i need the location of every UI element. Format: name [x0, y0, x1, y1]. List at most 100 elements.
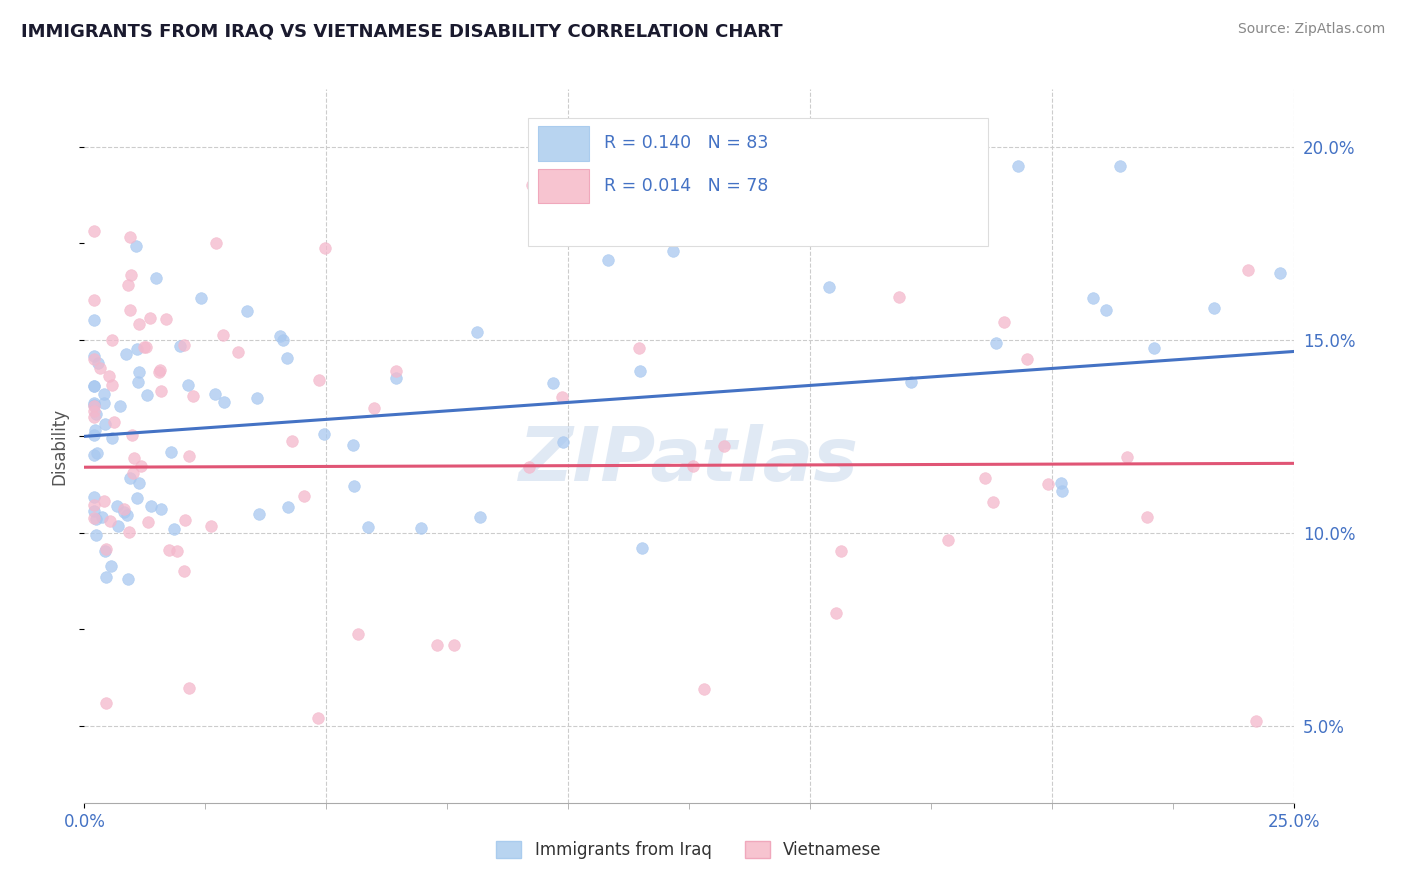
Point: [105, 499, 128, 513]
Point: [83, 379, 105, 393]
Y-axis label: Disability: Disability: [51, 408, 69, 484]
FancyBboxPatch shape: [529, 118, 987, 246]
Point: [281, 434, 304, 449]
Point: [693, 681, 716, 696]
Point: [96, 696, 118, 710]
Point: [127, 376, 149, 390]
Point: [121, 427, 143, 442]
Point: [89, 360, 111, 375]
Point: [465, 326, 488, 340]
Point: [160, 445, 183, 459]
Point: [83, 224, 105, 238]
Point: [226, 344, 249, 359]
Point: [409, 520, 432, 534]
Point: [122, 451, 145, 466]
Point: [308, 711, 330, 725]
Point: [173, 564, 195, 578]
Point: [93, 387, 115, 401]
Point: [108, 399, 131, 413]
Point: [938, 533, 960, 548]
Point: [86, 446, 108, 460]
Point: [149, 363, 172, 377]
Point: [136, 515, 159, 529]
Point: [162, 522, 184, 536]
Point: [157, 542, 180, 557]
Point: [94, 570, 117, 584]
Point: [141, 500, 163, 514]
Point: [830, 544, 852, 558]
Point: [127, 491, 149, 505]
Point: [308, 373, 330, 387]
Point: [83, 410, 105, 425]
Point: [1050, 484, 1073, 499]
Point: [84, 528, 107, 542]
Point: [93, 396, 115, 410]
FancyBboxPatch shape: [538, 169, 589, 203]
Point: [83, 510, 105, 524]
Point: [145, 271, 167, 285]
Point: [543, 376, 565, 390]
Point: [190, 291, 212, 305]
Point: [155, 311, 177, 326]
Point: [83, 293, 105, 307]
Point: [125, 239, 148, 253]
Point: [276, 351, 298, 365]
Point: [553, 434, 575, 449]
Point: [83, 400, 105, 414]
Point: [128, 365, 150, 379]
Point: [83, 352, 105, 367]
Point: [200, 518, 222, 533]
Point: [269, 329, 291, 343]
Point: [177, 378, 200, 392]
Point: [314, 241, 336, 255]
Point: [973, 471, 995, 485]
Point: [603, 208, 626, 222]
Point: [236, 304, 259, 318]
Point: [1136, 510, 1159, 524]
Point: [117, 572, 139, 586]
Point: [149, 501, 172, 516]
Point: [889, 290, 911, 304]
Point: [84, 512, 107, 526]
Point: [1204, 301, 1226, 315]
Point: [127, 342, 149, 356]
Point: [112, 505, 135, 519]
Point: [166, 544, 188, 558]
Point: [129, 458, 152, 473]
Point: [90, 510, 112, 524]
Point: [83, 403, 105, 417]
FancyBboxPatch shape: [538, 127, 589, 161]
Point: [84, 424, 107, 438]
Point: [118, 524, 141, 539]
Point: [1017, 351, 1039, 366]
Point: [169, 339, 191, 353]
Point: [1270, 266, 1292, 280]
Point: [87, 356, 110, 370]
Point: [83, 313, 105, 327]
Point: [1050, 476, 1073, 491]
Point: [136, 387, 159, 401]
Point: [900, 375, 922, 389]
Point: [1143, 341, 1166, 355]
Point: [205, 235, 228, 250]
Point: [112, 502, 135, 516]
Point: [94, 542, 117, 557]
Point: [84, 407, 107, 421]
Point: [363, 401, 385, 415]
Point: [98, 515, 121, 529]
Point: [139, 311, 162, 326]
Point: [212, 328, 235, 343]
Point: [83, 504, 105, 518]
Point: [173, 338, 195, 352]
Point: [519, 459, 541, 474]
Point: [128, 317, 150, 331]
Point: [107, 518, 129, 533]
Point: [993, 315, 1015, 329]
Point: [247, 507, 270, 521]
Point: [520, 178, 543, 192]
Point: [342, 438, 364, 452]
Point: [426, 638, 449, 652]
Point: [628, 364, 651, 378]
Point: [120, 230, 142, 244]
Point: [120, 268, 142, 283]
